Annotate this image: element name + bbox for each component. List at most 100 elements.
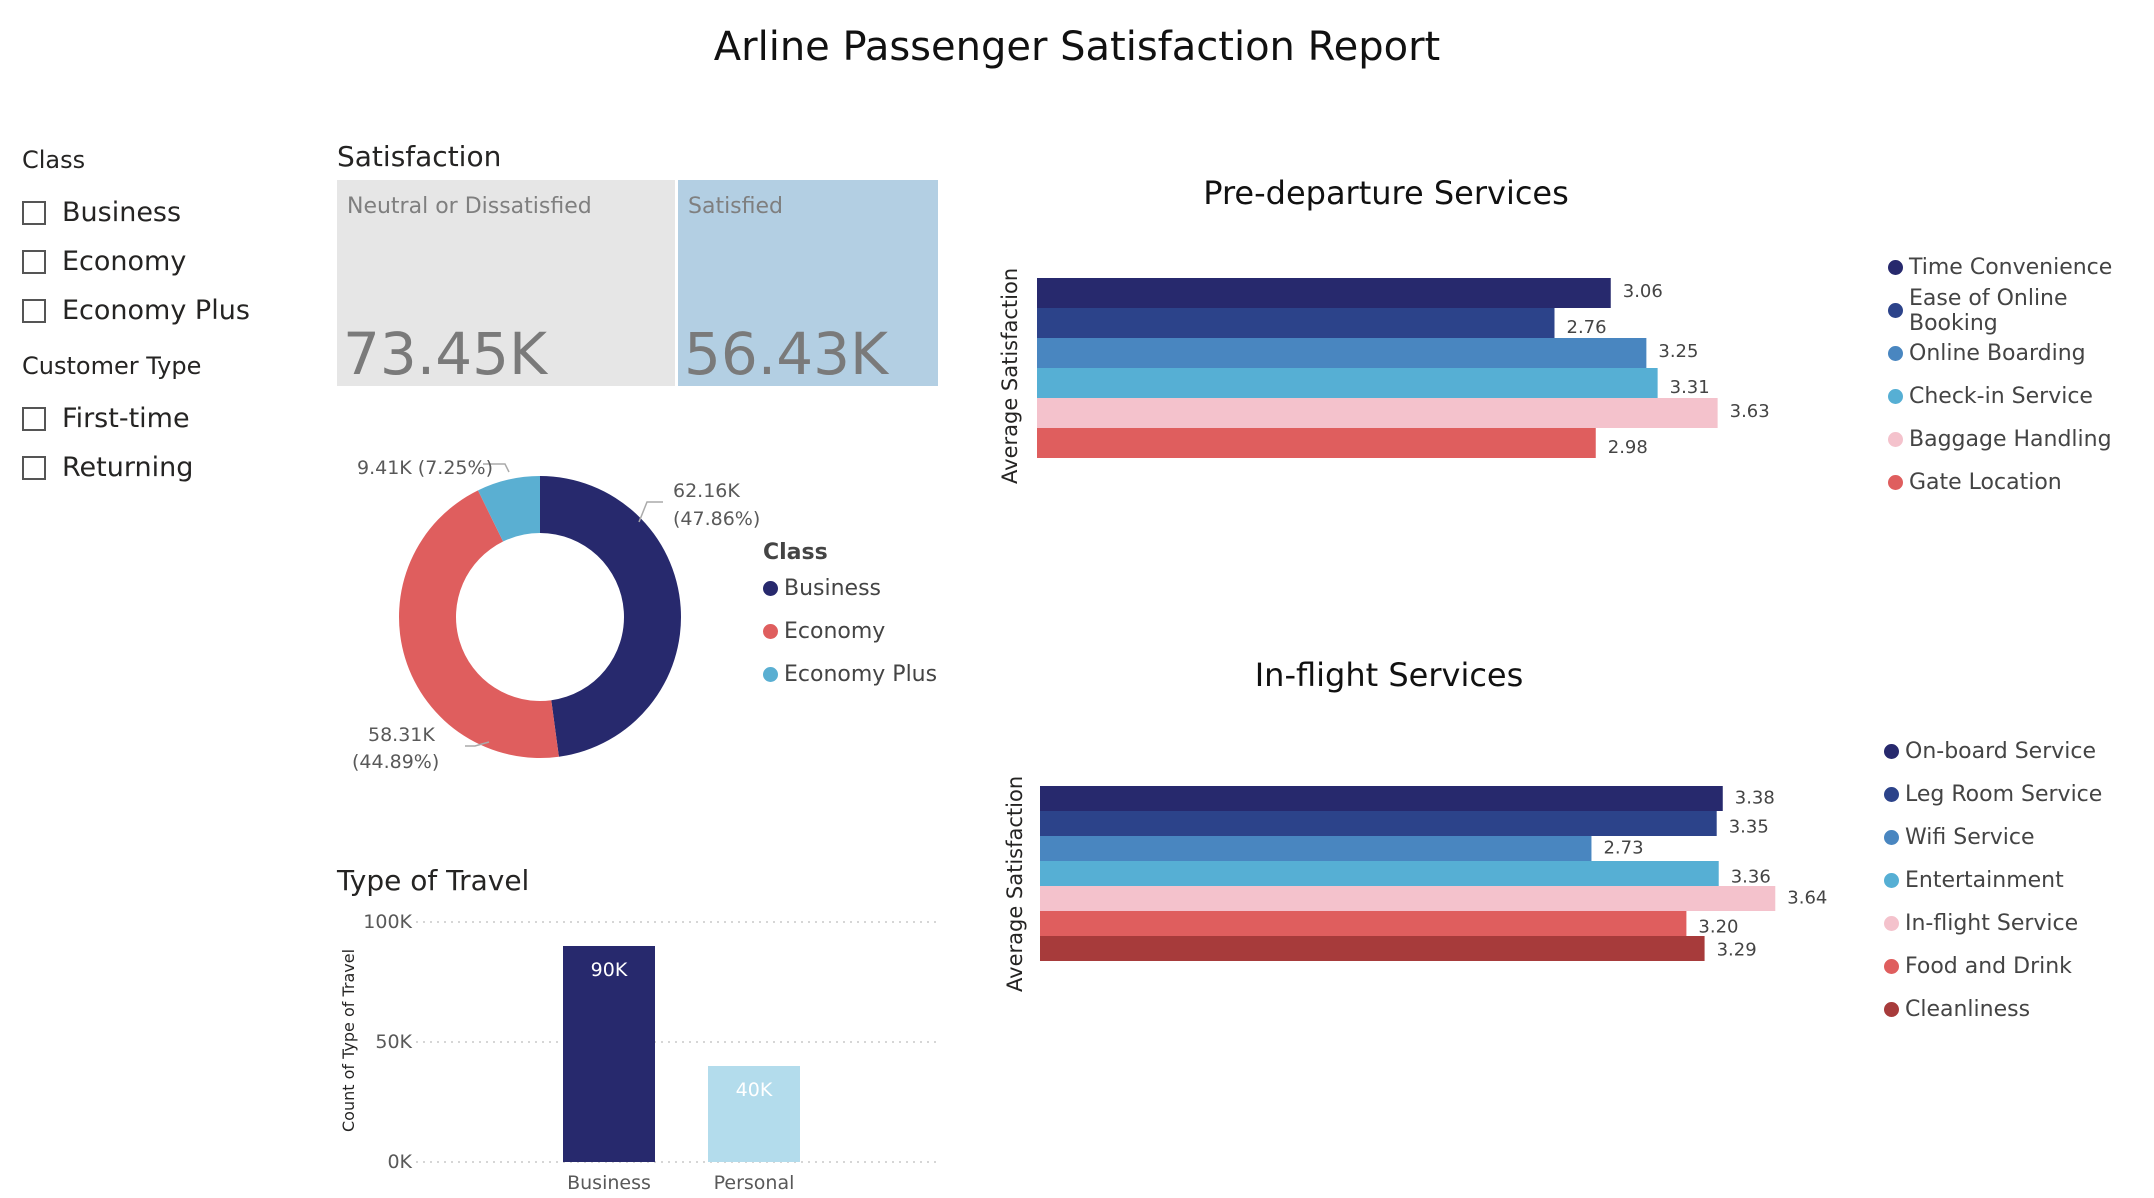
bar-on-board-service[interactable] bbox=[1040, 786, 1723, 811]
bar-time-convenience[interactable] bbox=[1037, 278, 1611, 308]
legend-dot bbox=[1888, 260, 1903, 275]
legend-label: Baggage Handling bbox=[1909, 427, 2112, 452]
legend-item-ease-of-online-booking[interactable]: Ease of Online Booking bbox=[1888, 286, 2154, 336]
legend-item-food-and-drink[interactable]: Food and Drink bbox=[1884, 945, 2102, 988]
checkbox[interactable] bbox=[22, 298, 46, 323]
pre-departure-title: Pre-departure Services bbox=[1203, 174, 1569, 212]
data-label: 3.38 bbox=[1735, 788, 1775, 809]
legend-dot bbox=[1888, 389, 1903, 404]
bar-personal[interactable] bbox=[708, 1066, 800, 1162]
satisfaction-title: Satisfaction bbox=[337, 140, 502, 173]
bar-cleanliness[interactable] bbox=[1040, 936, 1705, 961]
bars: 3.38 3.35 2.73 3.36 3.64 3.203.29 bbox=[1040, 786, 1827, 961]
donut-label-business-pct: (47.86%) bbox=[673, 508, 760, 530]
bar-baggage-handling[interactable] bbox=[1037, 398, 1718, 428]
slicer-item-economy-plus[interactable]: Economy Plus bbox=[22, 286, 250, 335]
legend-item-online-boarding[interactable]: Online Boarding bbox=[1888, 332, 2154, 375]
checkbox[interactable] bbox=[22, 406, 46, 431]
data-label: 3.35 bbox=[1729, 817, 1769, 838]
legend-label: Entertainment bbox=[1905, 868, 2064, 893]
bar-wifi-service[interactable] bbox=[1040, 836, 1592, 861]
bar-in-flight-service[interactable] bbox=[1040, 886, 1776, 911]
legend-item-time-convenience[interactable]: Time Convenience bbox=[1888, 246, 2154, 289]
legend-item-gate-location[interactable]: Gate Location bbox=[1888, 461, 2154, 504]
bar-gate-location[interactable] bbox=[1037, 428, 1596, 458]
legend-item-business[interactable]: Business bbox=[763, 573, 937, 603]
slicer-item-label: Economy Plus bbox=[62, 295, 250, 326]
bars: 3.06 2.76 3.25 3.31 3.63 2.98 bbox=[1037, 278, 1770, 458]
data-label: 3.20 bbox=[1698, 917, 1738, 938]
donut-label-economy-value: 58.31K bbox=[368, 724, 435, 746]
data-label: 3.29 bbox=[1717, 940, 1757, 961]
slicer-item-returning[interactable]: Returning bbox=[22, 443, 201, 492]
legend-item-cleanliness[interactable]: Cleanliness bbox=[1884, 988, 2102, 1031]
bars: 90K Business 40K Personal bbox=[563, 946, 800, 1194]
in-flight-chart: Average Satisfaction 3.38 3.35 2.73 3.36 3.6… bbox=[1003, 776, 1827, 992]
legend-item-entertainment[interactable]: Entertainment bbox=[1884, 859, 2102, 902]
bar-business[interactable] bbox=[563, 946, 655, 1162]
y-axis-title: Average Satisfaction bbox=[1003, 776, 1027, 992]
slicer-item-label: Returning bbox=[62, 452, 194, 483]
in-flight-title: In-flight Services bbox=[1254, 656, 1524, 694]
legend-dot bbox=[1888, 475, 1903, 490]
legend-item-check-in-service[interactable]: Check-in Service bbox=[1888, 375, 2154, 418]
legend-item-baggage-handling[interactable]: Baggage Handling bbox=[1888, 418, 2154, 461]
donut-slice-business[interactable] bbox=[540, 476, 682, 757]
legend-label: Gate Location bbox=[1909, 470, 2062, 495]
checkbox[interactable] bbox=[22, 200, 46, 225]
legend-dot bbox=[1884, 873, 1899, 888]
legend-label: Time Convenience bbox=[1909, 255, 2113, 280]
class-slicer: Class Business Economy Economy Plus bbox=[22, 146, 250, 335]
slicer-item-first-time[interactable]: First-time bbox=[22, 394, 201, 443]
legend-dot bbox=[1888, 432, 1903, 447]
legend-dot bbox=[763, 623, 778, 639]
legend-label: Business bbox=[784, 575, 882, 601]
tile-neutral-dissatisfied[interactable]: Neutral or Dissatisfied 73.45K bbox=[337, 180, 675, 388]
bar-food-and-drink[interactable] bbox=[1040, 911, 1687, 936]
slicer-item-label: Economy bbox=[62, 246, 187, 277]
bar-ease-of-online-booking[interactable] bbox=[1037, 308, 1555, 338]
checkbox[interactable] bbox=[22, 249, 46, 274]
checkbox[interactable] bbox=[22, 455, 46, 480]
slicer-item-economy[interactable]: Economy bbox=[22, 237, 250, 286]
legend-label: Leg Room Service bbox=[1905, 782, 2103, 807]
bar-leg-room-service[interactable] bbox=[1040, 811, 1717, 836]
slicer-item-label: Business bbox=[62, 197, 182, 228]
data-label: 3.25 bbox=[1658, 341, 1698, 362]
data-label: 2.73 bbox=[1603, 838, 1643, 859]
legend-item-on-board-service[interactable]: On-board Service bbox=[1884, 730, 2102, 773]
class-donut-chart: 9.41K (7.25%) 62.16K (47.86%) 58.31K (44… bbox=[352, 457, 760, 773]
report-title: Arline Passenger Satisfaction Report bbox=[713, 24, 1441, 70]
gridlines: 100K 50K 0K bbox=[363, 911, 940, 1173]
bar-check-in-service[interactable] bbox=[1037, 368, 1658, 398]
tile-value: 73.45K bbox=[343, 320, 548, 388]
data-label: 90K bbox=[591, 959, 628, 981]
donut-slice-economy[interactable] bbox=[398, 490, 559, 758]
legend-dot bbox=[763, 666, 778, 682]
legend-item-leg-room-service[interactable]: Leg Room Service bbox=[1884, 773, 2102, 816]
tile-label: Satisfied bbox=[688, 194, 784, 219]
customer-type-slicer: Customer Type First-time Returning bbox=[22, 352, 201, 492]
legend-dot bbox=[1884, 830, 1899, 845]
bar-online-boarding[interactable] bbox=[1037, 338, 1647, 368]
legend-item-wifi-service[interactable]: Wifi Service bbox=[1884, 816, 2102, 859]
legend-dot bbox=[763, 580, 778, 596]
legend-dot bbox=[1888, 303, 1903, 318]
slicer-item-business[interactable]: Business bbox=[22, 188, 250, 237]
donut-label-economy-pct: (44.89%) bbox=[352, 751, 439, 773]
legend-item-economy-plus[interactable]: Economy Plus bbox=[763, 659, 937, 689]
data-label: 40K bbox=[736, 1079, 773, 1101]
customer-type-slicer-header: Customer Type bbox=[22, 352, 202, 380]
legend-item-in-flight-service[interactable]: In-flight Service bbox=[1884, 902, 2102, 945]
data-label: 2.98 bbox=[1608, 437, 1648, 458]
slicer-item-label: First-time bbox=[62, 403, 190, 434]
legend-item-economy[interactable]: Economy bbox=[763, 616, 937, 646]
bar-entertainment[interactable] bbox=[1040, 861, 1719, 886]
tile-satisfied[interactable]: Satisfied 56.43K bbox=[678, 180, 938, 388]
type-of-travel-title: Type of Travel bbox=[337, 864, 530, 897]
legend-title: Class bbox=[763, 540, 828, 565]
leader-line bbox=[483, 463, 510, 473]
donut-legend: Class Business Economy Economy Plus bbox=[763, 540, 937, 689]
donut-slice-economy-plus[interactable] bbox=[478, 476, 540, 542]
satisfaction-treemap: Neutral or Dissatisfied 73.45K Satisfied… bbox=[337, 180, 938, 388]
